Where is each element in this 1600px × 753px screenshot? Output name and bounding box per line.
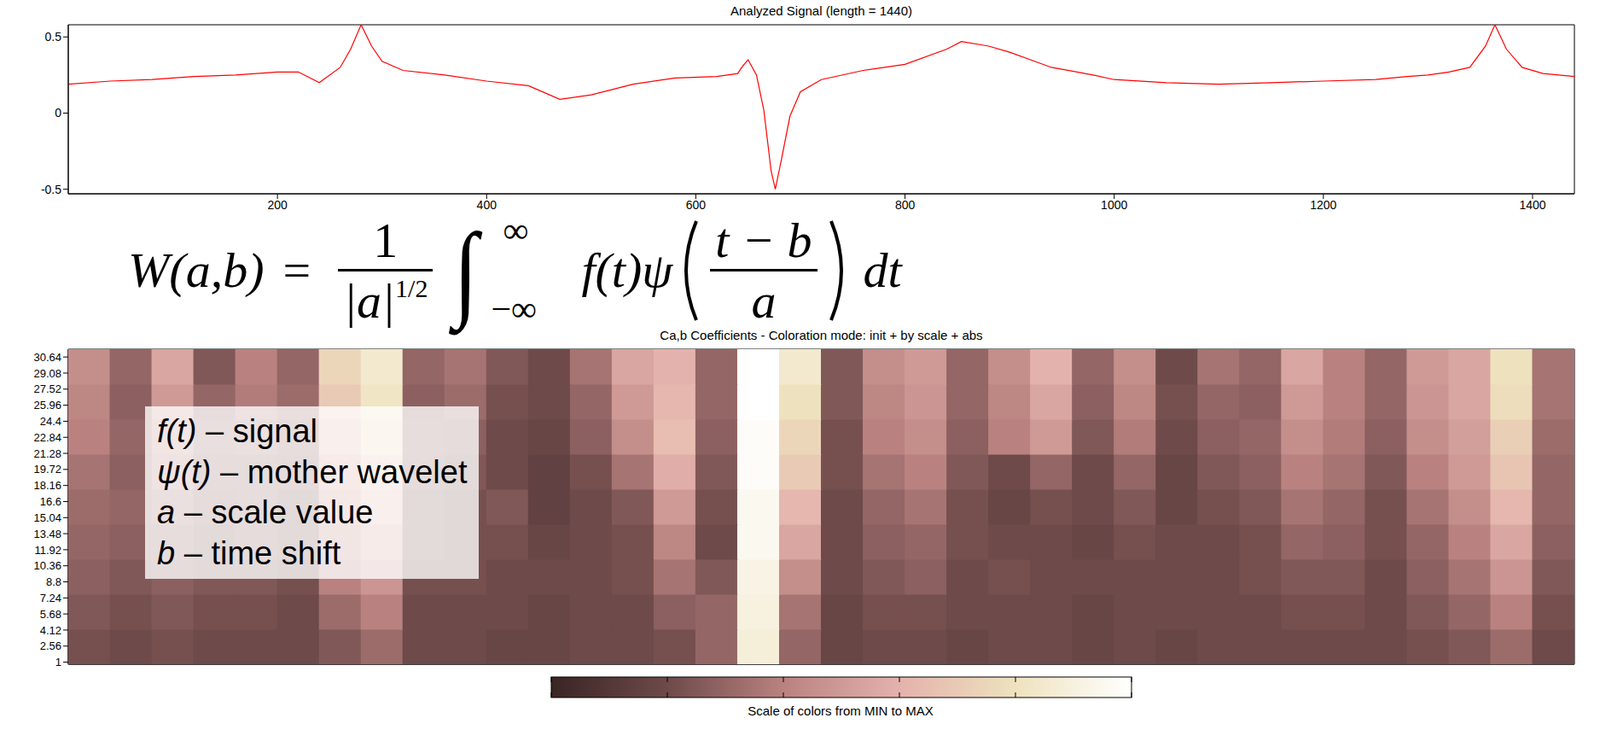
svg-text:13.48: 13.48 [33, 527, 62, 541]
svg-text:1200: 1200 [1309, 197, 1337, 212]
html-text:b – time shift: b – time shift [157, 534, 341, 571]
html-text:f(t)ψ: f(t)ψ [581, 242, 673, 298]
svg-text:27.52: 27.52 [33, 382, 62, 396]
html-text:f(t) – signal: f(t) – signal [157, 413, 318, 449]
html-text:a – scale value: a – scale value [157, 494, 374, 530]
svg-text:29.08: 29.08 [33, 366, 62, 380]
svg-text:21.28: 21.28 [33, 447, 62, 460]
svg-text:7.24: 7.24 [40, 591, 62, 605]
svg-text:24.4: 24.4 [40, 414, 62, 428]
svg-text:25.96: 25.96 [33, 398, 62, 412]
svg-text:600: 600 [686, 197, 707, 212]
svg-text:8.8: 8.8 [46, 575, 62, 588]
html-text:ψ(t) – mother wavelet: ψ(t) – mother wavelet [157, 453, 468, 490]
svg-text:22.84: 22.84 [33, 430, 62, 444]
svg-text:-0.5: -0.5 [40, 182, 62, 197]
html-text:t − b: t − b [715, 212, 813, 268]
html-text:dt: dt [863, 242, 902, 298]
svg-text:16.6: 16.6 [40, 494, 62, 508]
html-text:W(a,b) =: W(a,b) = [128, 242, 311, 298]
svg-text:10.36: 10.36 [33, 558, 62, 572]
html-text:|a|1/2: |a|1/2 [343, 272, 428, 329]
html-text:1: 1 [373, 212, 398, 268]
svg-text:4.12: 4.12 [40, 623, 62, 637]
svg-text:0: 0 [54, 105, 62, 120]
svg-text:800: 800 [895, 197, 916, 212]
svg-text:18.16: 18.16 [33, 478, 62, 492]
html-text:Analyzed Signal (length = 1440: Analyzed Signal (length = 1440) [730, 3, 913, 18]
svg-text:1000: 1000 [1100, 197, 1128, 212]
svg-text:15.04: 15.04 [33, 511, 62, 524]
svg-text:400: 400 [477, 197, 498, 212]
svg-text:19.72: 19.72 [33, 462, 62, 476]
html-text:Ca,b Coefficients - Coloration: Ca,b Coefficients - Coloration mode: ini… [659, 327, 983, 343]
svg-text:5.68: 5.68 [40, 607, 62, 621]
svg-text:2.56: 2.56 [40, 639, 62, 652]
svg-text:30.64: 30.64 [33, 350, 62, 364]
svg-text:0.5: 0.5 [45, 29, 63, 44]
svg-text:11.92: 11.92 [34, 543, 62, 557]
svg-text:1400: 1400 [1518, 197, 1546, 212]
html-text:a: a [751, 272, 777, 329]
svg-text:200: 200 [267, 197, 288, 212]
svg-text:1: 1 [55, 655, 62, 669]
html-text:Scale of colors from MIN to MA: Scale of colors from MIN to MAX [747, 703, 934, 718]
